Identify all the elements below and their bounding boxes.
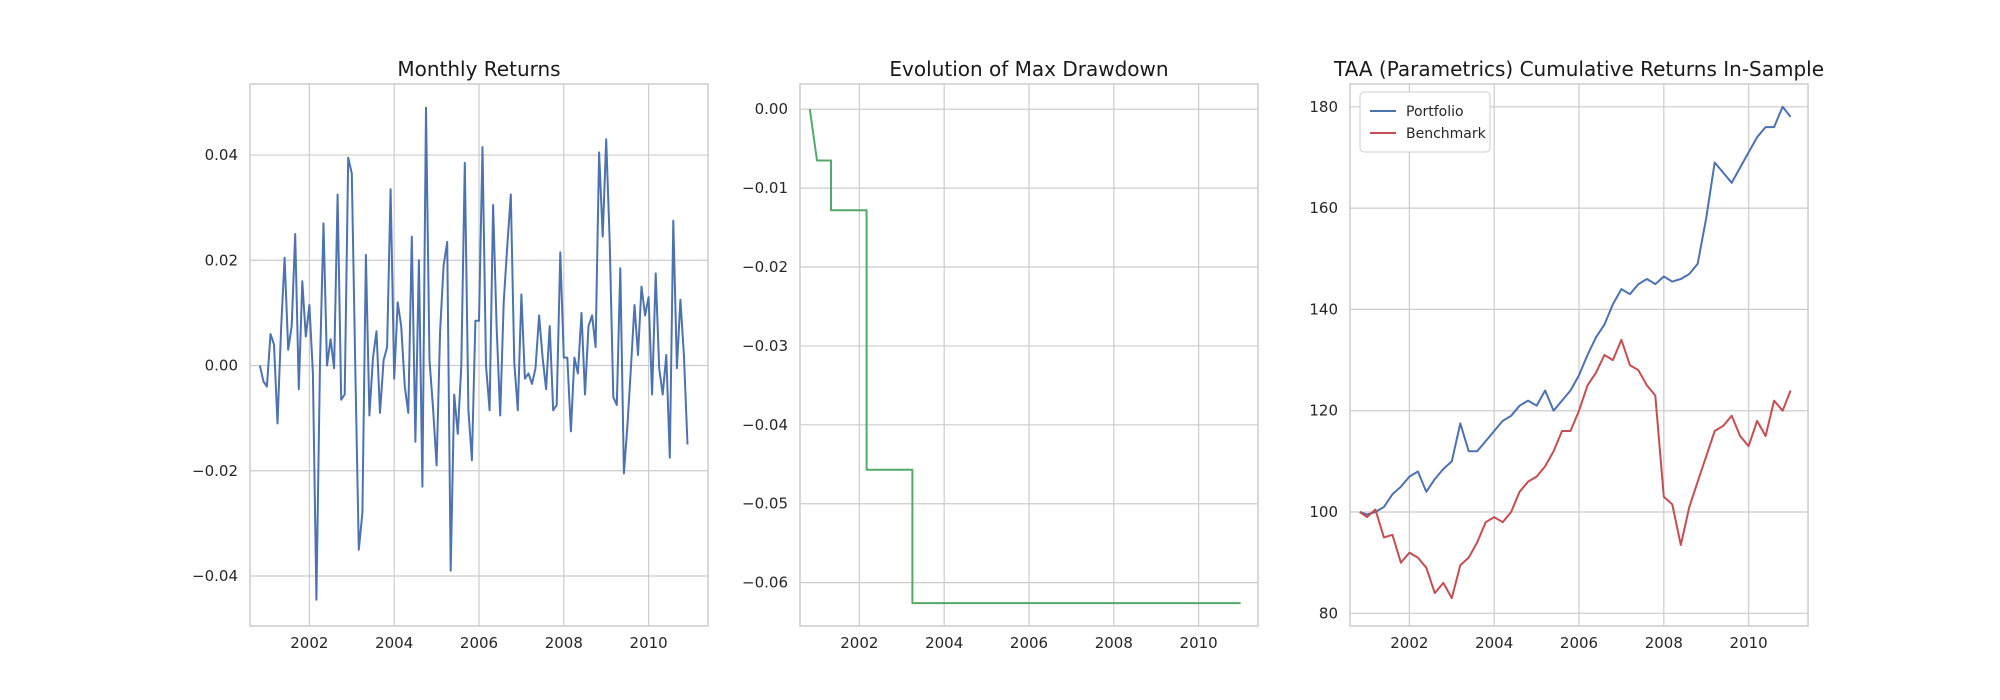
chart-panel-1: Monthly Returns 2002 2004 2006 2008 2010 −0.04… xyxy=(192,57,709,652)
x-tick-label: 2008 xyxy=(545,634,583,652)
y-tick-label: 0.00 xyxy=(205,357,238,375)
y-tick-label: 0.02 xyxy=(205,251,238,269)
series-line-benchmark xyxy=(1359,338,1792,600)
x-tick-label: 2004 xyxy=(375,634,413,652)
y-tick-label: −0.02 xyxy=(742,258,788,276)
chart-panel-2: Evolution of Max Drawdown 2002 2004 2006 200… xyxy=(742,57,1259,652)
y-tick-label: 180 xyxy=(1309,98,1338,116)
x-tick-label: 2006 xyxy=(1560,634,1598,652)
x-tick-label: 2006 xyxy=(1010,634,1048,652)
series-line-portfolio xyxy=(1359,105,1792,516)
y-tick-label: −0.04 xyxy=(192,567,238,585)
y-tick-label: 100 xyxy=(1309,503,1338,521)
y-tick-label: −0.05 xyxy=(742,495,788,513)
y-tick-label: −0.06 xyxy=(742,574,788,592)
y-tick-label: 120 xyxy=(1309,402,1338,420)
chart-title: Monthly Returns xyxy=(397,57,560,81)
series-line-1 xyxy=(258,106,689,601)
plot-frame xyxy=(1349,83,1809,627)
x-tick-label: 2004 xyxy=(925,634,963,652)
x-tick-label: 2002 xyxy=(290,634,328,652)
y-tick-label: 160 xyxy=(1309,199,1338,217)
y-tick-label: 80 xyxy=(1319,604,1338,622)
y-tick-label: −0.03 xyxy=(742,337,788,355)
x-tick-label: 2002 xyxy=(1390,634,1428,652)
y-tick-label: 0.00 xyxy=(755,100,788,118)
chart-panel-3: TAA (Parametrics) Cumulative Returns In-… xyxy=(1309,57,1824,652)
series-line-1 xyxy=(808,109,1241,605)
y-tick-label: −0.01 xyxy=(742,179,788,197)
y-tick-label: −0.02 xyxy=(192,462,238,480)
chart-title: TAA (Parametrics) Cumulative Returns In-… xyxy=(1333,57,1824,81)
y-tick-label: 140 xyxy=(1309,300,1338,318)
x-tick-label: 2006 xyxy=(460,634,498,652)
x-tick-label: 2002 xyxy=(840,634,878,652)
plot-frame xyxy=(249,83,709,627)
plot-frame xyxy=(799,83,1259,627)
chart-title: Evolution of Max Drawdown xyxy=(889,57,1168,81)
x-tick-label: 2004 xyxy=(1475,634,1513,652)
x-tick-label: 2008 xyxy=(1645,634,1683,652)
x-tick-label: 2010 xyxy=(630,634,668,652)
legend-label-portfolio: Portfolio xyxy=(1406,104,1464,120)
x-tick-label: 2010 xyxy=(1180,634,1218,652)
legend: Portfolio Benchmark xyxy=(1359,91,1491,153)
y-tick-label: −0.04 xyxy=(742,416,788,434)
x-tick-label: 2008 xyxy=(1095,634,1133,652)
legend-label-benchmark: Benchmark xyxy=(1406,126,1487,142)
y-tick-label: 0.04 xyxy=(205,146,238,164)
legend-box xyxy=(1359,91,1491,153)
x-tick-label: 2010 xyxy=(1730,634,1768,652)
